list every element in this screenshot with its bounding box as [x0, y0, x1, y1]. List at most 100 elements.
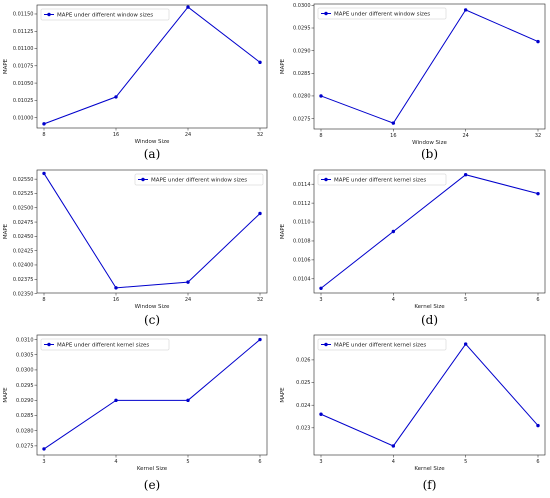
legend-marker — [324, 342, 328, 347]
legend-label: MAPE under different kernel sizes — [334, 343, 426, 349]
y-tick-label: 0.02425 — [13, 248, 34, 254]
x-tick-label: 6 — [536, 297, 539, 303]
x-axis-label: Kernel Size — [414, 466, 445, 472]
legend-box — [317, 173, 447, 186]
legend-marker — [47, 342, 51, 347]
series-line — [320, 343, 539, 447]
data-point — [258, 337, 262, 342]
chart-panel: 0.023 0.024 0.025 0.026 3 4 5 6 Kernel Size MAPE M… — [280, 334, 546, 492]
x-tick-label: 3 — [319, 297, 322, 303]
y-tick-label: 0.01150 — [13, 12, 34, 18]
data-point — [114, 95, 118, 99]
data-point — [536, 423, 540, 428]
y-axis-label: MAPE — [3, 223, 9, 239]
x-tick-label: 6 — [536, 459, 539, 465]
legend-label: MAPE under different kernel sizes — [57, 343, 149, 349]
x-tick-label: 5 — [186, 459, 189, 465]
data-point — [319, 286, 323, 290]
series-line — [43, 173, 261, 289]
chart-panel: 0.0104 0.0106 0.0108 0.0110 0.0112 0.0114 3 4 5 6… — [280, 169, 546, 327]
legend-box — [317, 338, 447, 351]
x-tick-label: 16 — [113, 297, 119, 303]
y-tick-label: 0.01125 — [13, 29, 34, 35]
data-point — [186, 5, 190, 9]
data-point — [42, 171, 46, 176]
legend-marker — [324, 177, 328, 182]
legend-box — [40, 338, 170, 351]
y-axis-label: MAPE — [280, 58, 286, 74]
data-point — [186, 280, 190, 284]
y-tick-label: 0.0104 — [293, 277, 311, 283]
x-tick-label: 24 — [185, 297, 191, 303]
data-point — [319, 94, 323, 98]
data-point — [391, 229, 396, 234]
panel-label: (e) — [144, 478, 160, 492]
y-tick-label: 0.0275 — [16, 444, 34, 450]
y-tick-label: 0.01000 — [13, 115, 34, 121]
y-tick-label: 0.02500 — [13, 205, 34, 211]
y-tick-label: 0.023 — [296, 426, 310, 432]
y-tick-label: 0.0285 — [293, 71, 311, 77]
x-tick-label: 3 — [319, 459, 322, 465]
panel-label: (f) — [423, 478, 437, 492]
series-line — [43, 6, 261, 125]
y-tick-label: 0.0295 — [293, 26, 311, 32]
legend-box — [317, 7, 447, 20]
y-tick-label: 0.0114 — [293, 182, 311, 188]
legend-label: MAPE under different window sizes — [57, 13, 153, 19]
data-point — [463, 8, 468, 12]
x-axis-label: Kernel Size — [137, 466, 168, 472]
y-tick-label: 0.0108 — [293, 239, 311, 245]
y-tick-label: 0.0295 — [16, 383, 34, 389]
y-axis-label: MAPE — [3, 387, 9, 403]
x-tick-label: 4 — [392, 297, 395, 303]
x-tick-label: 24 — [185, 132, 191, 138]
panel-label: (d) — [421, 313, 438, 327]
y-tick-label: 0.025 — [296, 380, 310, 386]
y-tick-label: 0.02375 — [13, 277, 34, 283]
panel-label: (a) — [144, 147, 161, 161]
y-tick-label: 0.0280 — [16, 428, 34, 434]
data-point — [114, 286, 118, 290]
plot-frame — [313, 334, 546, 456]
y-tick-label: 0.0300 — [16, 368, 34, 374]
data-point — [42, 122, 46, 126]
chart-panel: 0.01000 0.01025 0.01050 0.01075 0.01100 0.011… — [3, 4, 268, 161]
y-axis-label: MAPE — [280, 223, 286, 239]
data-point — [114, 398, 118, 403]
y-tick-label: 0.0106 — [293, 258, 311, 264]
x-tick-label: 5 — [464, 297, 467, 303]
plot-frame — [313, 169, 546, 294]
y-tick-label: 0.0285 — [16, 413, 34, 419]
data-point — [463, 173, 468, 177]
x-tick-label: 24 — [462, 133, 468, 139]
x-tick-label: 6 — [258, 459, 261, 465]
legend-box — [40, 8, 170, 21]
panel-label: (c) — [144, 313, 160, 327]
plot-frame — [36, 4, 268, 129]
y-tick-label: 0.02350 — [13, 291, 34, 297]
y-tick-label: 0.02475 — [13, 220, 34, 226]
chart-panel: 0.0275 0.0280 0.0285 0.0290 0.0295 0.0300 0.03… — [3, 334, 268, 492]
data-point — [42, 447, 46, 451]
data-point — [391, 121, 396, 125]
y-tick-label: 0.02400 — [13, 263, 34, 269]
y-tick-label: 0.0275 — [293, 116, 311, 122]
y-tick-label: 0.01050 — [13, 81, 34, 87]
data-point — [186, 398, 190, 403]
x-axis-label: Window Size — [412, 140, 447, 146]
y-tick-label: 0.02550 — [13, 177, 34, 183]
panel-label: (b) — [421, 147, 438, 161]
y-axis-label: MAPE — [280, 387, 286, 403]
x-tick-label: 3 — [42, 459, 45, 465]
x-tick-label: 16 — [390, 133, 396, 139]
y-tick-label: 0.0112 — [293, 201, 311, 207]
chart-panel: 0.02350 0.02375 0.02400 0.02425 0.02450 0.024… — [3, 169, 268, 327]
legend-label: MAPE under different kernel sizes — [334, 178, 426, 184]
legend-marker — [324, 11, 328, 16]
data-point — [319, 412, 323, 416]
y-axis-label: MAPE — [3, 58, 9, 74]
data-point — [536, 191, 540, 196]
x-tick-label: 32 — [257, 132, 263, 138]
